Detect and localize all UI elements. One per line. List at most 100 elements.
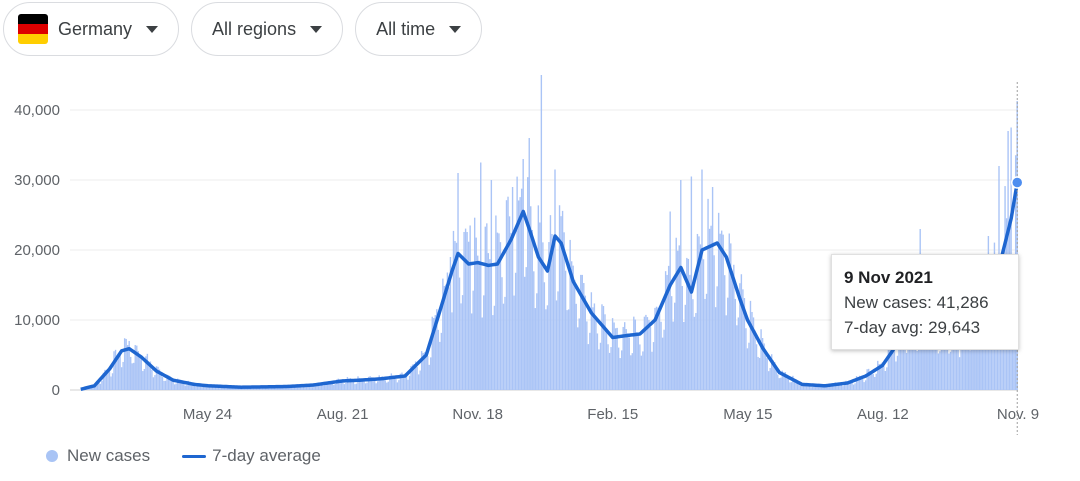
new-cases-bar bbox=[710, 225, 712, 390]
new-cases-bar bbox=[360, 378, 362, 390]
new-cases-bar bbox=[686, 257, 688, 390]
new-cases-bar bbox=[260, 387, 262, 390]
new-cases-bar bbox=[267, 387, 270, 390]
cases-chart[interactable]: 0 10,000 20,000 30,000 40,000 May 24 Aug. 21 N… bbox=[0, 60, 1080, 445]
new-cases-bar bbox=[527, 177, 529, 390]
new-cases-bar bbox=[466, 232, 468, 390]
new-cases-bar bbox=[714, 307, 717, 390]
new-cases-bar bbox=[670, 296, 673, 390]
new-cases-bar bbox=[628, 337, 630, 390]
new-cases-bar bbox=[430, 357, 432, 390]
y-axis: 0 10,000 20,000 30,000 40,000 bbox=[14, 102, 60, 399]
new-cases-bar bbox=[955, 329, 958, 390]
new-cases-bar bbox=[467, 241, 470, 390]
new-cases-bar bbox=[764, 350, 767, 390]
period-select[interactable]: All time bbox=[355, 2, 483, 56]
new-cases-bar bbox=[989, 312, 991, 390]
new-cases-bar bbox=[661, 337, 664, 390]
new-cases-bar bbox=[596, 333, 599, 390]
tooltip-date: 9 Nov 2021 bbox=[844, 268, 933, 287]
new-cases-bar bbox=[523, 276, 526, 390]
new-cases-bar bbox=[761, 338, 764, 390]
new-cases-bar bbox=[114, 349, 117, 390]
new-cases-bar bbox=[408, 375, 411, 390]
new-cases-bar bbox=[290, 387, 293, 390]
new-cases-bar bbox=[498, 233, 500, 390]
new-cases-bar bbox=[331, 383, 333, 390]
new-cases-bar bbox=[123, 338, 126, 390]
new-cases-bar bbox=[613, 322, 615, 390]
new-cases-bar bbox=[442, 278, 444, 390]
new-cases-bar bbox=[337, 378, 340, 390]
region-select[interactable]: All regions bbox=[191, 2, 344, 56]
new-cases-bar bbox=[957, 344, 959, 390]
new-cases-bar bbox=[933, 327, 935, 390]
new-cases-bar bbox=[770, 354, 773, 390]
new-cases-bar bbox=[157, 366, 159, 390]
new-cases-bar bbox=[386, 382, 388, 390]
new-cases-bar bbox=[143, 368, 146, 390]
new-cases-legend-label: New cases bbox=[67, 446, 151, 465]
x-tick-label: Feb. 15 bbox=[587, 406, 638, 423]
new-cases-bar bbox=[896, 355, 899, 390]
new-cases-bar bbox=[98, 381, 100, 390]
new-cases-bar bbox=[966, 318, 968, 390]
new-cases-bar bbox=[890, 344, 893, 390]
new-cases-bar bbox=[845, 380, 847, 390]
new-cases-bar bbox=[122, 361, 124, 390]
new-cases-bar bbox=[617, 347, 620, 390]
new-cases-bar bbox=[572, 265, 574, 390]
new-cases-bar bbox=[393, 377, 396, 390]
new-cases-bar bbox=[939, 351, 941, 390]
new-cases-bar bbox=[187, 380, 189, 390]
new-cases-bar bbox=[560, 216, 562, 390]
new-cases-bar bbox=[916, 350, 918, 390]
new-cases-bar bbox=[111, 373, 114, 390]
new-cases-bar bbox=[311, 387, 314, 390]
new-cases-bar bbox=[789, 382, 791, 390]
new-cases-bar bbox=[601, 304, 603, 390]
new-cases-bar bbox=[367, 376, 370, 390]
new-cases-bar bbox=[223, 386, 226, 390]
new-cases-bar bbox=[292, 387, 294, 390]
new-cases-bar bbox=[101, 380, 103, 390]
new-cases-bar bbox=[907, 345, 909, 390]
new-cases-bar bbox=[610, 347, 612, 390]
new-cases-bar bbox=[190, 383, 193, 390]
new-cases-bar bbox=[248, 388, 250, 390]
new-cases-bar bbox=[439, 341, 441, 390]
new-cases-bar bbox=[570, 261, 573, 390]
new-cases-bar bbox=[463, 231, 465, 390]
new-cases-bar bbox=[516, 176, 518, 390]
new-cases-bar bbox=[648, 320, 650, 390]
new-cases-bar bbox=[878, 364, 880, 390]
new-cases-bar bbox=[980, 338, 982, 390]
new-cases-bar bbox=[336, 379, 338, 390]
country-select[interactable]: Germany bbox=[3, 2, 180, 56]
new-cases-bar bbox=[448, 287, 450, 390]
new-cases-bar bbox=[396, 382, 399, 390]
new-cases-bar bbox=[575, 303, 577, 390]
new-cases-bar bbox=[705, 293, 708, 390]
new-cases-bar bbox=[522, 159, 524, 390]
new-cases-bar bbox=[887, 349, 890, 390]
new-cases-bar bbox=[864, 380, 867, 390]
new-cases-bar bbox=[737, 317, 740, 390]
new-cases-bar bbox=[301, 387, 303, 390]
new-cases-bar bbox=[428, 364, 430, 390]
new-cases-bar bbox=[470, 313, 473, 390]
new-cases-bar bbox=[481, 317, 483, 390]
new-cases-bar bbox=[449, 257, 452, 390]
new-cases-bar bbox=[899, 323, 902, 390]
new-cases-bar bbox=[725, 315, 727, 390]
new-cases-bar bbox=[492, 315, 494, 390]
new-cases-bar bbox=[978, 326, 980, 390]
x-tick-label: Nov. 18 bbox=[452, 406, 503, 423]
new-cases-bar bbox=[398, 380, 400, 390]
new-cases-bar bbox=[490, 180, 493, 390]
new-cases-bar bbox=[327, 382, 329, 390]
new-cases-bar bbox=[913, 319, 915, 390]
new-cases-bar bbox=[636, 332, 638, 390]
new-cases-bar bbox=[554, 169, 556, 390]
new-cases-bar bbox=[445, 284, 447, 390]
